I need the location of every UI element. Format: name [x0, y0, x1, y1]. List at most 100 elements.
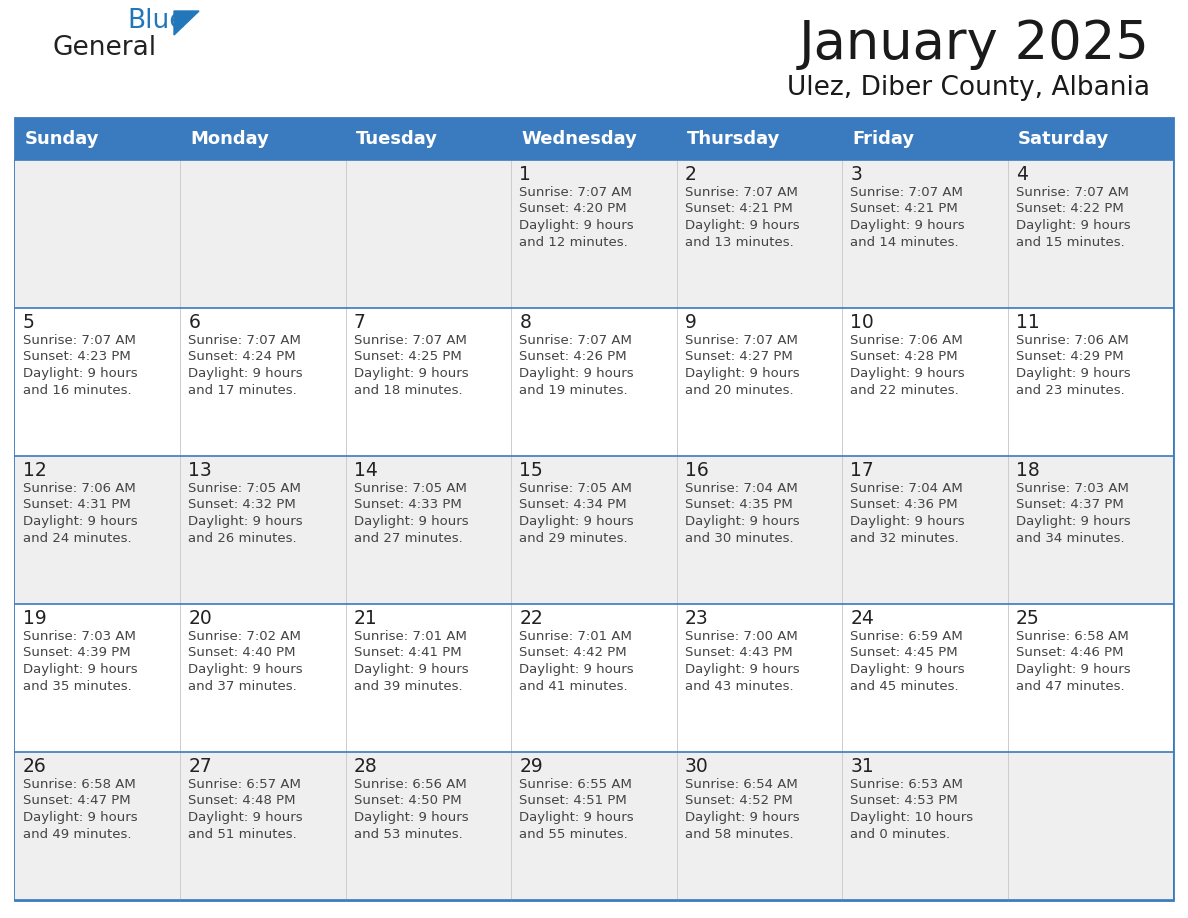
Text: Sunrise: 7:07 AM: Sunrise: 7:07 AM [684, 186, 797, 199]
Text: Daylight: 9 hours: Daylight: 9 hours [189, 515, 303, 528]
Text: Daylight: 9 hours: Daylight: 9 hours [354, 515, 468, 528]
Text: and 29 minutes.: and 29 minutes. [519, 532, 628, 544]
Text: and 22 minutes.: and 22 minutes. [851, 384, 959, 397]
Text: 12: 12 [23, 461, 46, 480]
Text: Daylight: 9 hours: Daylight: 9 hours [519, 219, 634, 232]
Text: Sunset: 4:39 PM: Sunset: 4:39 PM [23, 646, 131, 659]
Text: Sunrise: 7:07 AM: Sunrise: 7:07 AM [354, 334, 467, 347]
Text: Sunrise: 7:07 AM: Sunrise: 7:07 AM [23, 334, 135, 347]
Text: 22: 22 [519, 609, 543, 628]
FancyBboxPatch shape [15, 160, 1173, 308]
Polygon shape [173, 11, 200, 35]
Text: 24: 24 [851, 609, 874, 628]
Text: Sunset: 4:40 PM: Sunset: 4:40 PM [189, 646, 296, 659]
Text: and 16 minutes.: and 16 minutes. [23, 384, 132, 397]
Text: 11: 11 [1016, 313, 1040, 332]
Text: Daylight: 9 hours: Daylight: 9 hours [1016, 367, 1130, 380]
Text: and 45 minutes.: and 45 minutes. [851, 679, 959, 692]
Text: Sunset: 4:45 PM: Sunset: 4:45 PM [851, 646, 958, 659]
Text: Sunset: 4:26 PM: Sunset: 4:26 PM [519, 351, 627, 364]
Text: General: General [52, 35, 156, 61]
Text: 14: 14 [354, 461, 378, 480]
Text: and 35 minutes.: and 35 minutes. [23, 679, 132, 692]
Text: Daylight: 9 hours: Daylight: 9 hours [1016, 219, 1130, 232]
Text: Daylight: 10 hours: Daylight: 10 hours [851, 811, 973, 824]
Text: Daylight: 9 hours: Daylight: 9 hours [189, 663, 303, 676]
Text: and 0 minutes.: and 0 minutes. [851, 827, 950, 841]
Text: Daylight: 9 hours: Daylight: 9 hours [684, 663, 800, 676]
Text: Sunset: 4:43 PM: Sunset: 4:43 PM [684, 646, 792, 659]
Text: Sunset: 4:33 PM: Sunset: 4:33 PM [354, 498, 462, 511]
Text: Wednesday: Wednesday [522, 130, 637, 148]
Text: Daylight: 9 hours: Daylight: 9 hours [1016, 515, 1130, 528]
Text: Sunrise: 7:04 AM: Sunrise: 7:04 AM [684, 482, 797, 495]
Text: Daylight: 9 hours: Daylight: 9 hours [354, 811, 468, 824]
FancyBboxPatch shape [15, 604, 1173, 752]
Text: Sunrise: 7:07 AM: Sunrise: 7:07 AM [851, 186, 963, 199]
Text: Sunset: 4:48 PM: Sunset: 4:48 PM [189, 794, 296, 808]
Text: Sunrise: 7:04 AM: Sunrise: 7:04 AM [851, 482, 963, 495]
Text: 23: 23 [684, 609, 708, 628]
Text: Tuesday: Tuesday [356, 130, 438, 148]
Text: Sunset: 4:34 PM: Sunset: 4:34 PM [519, 498, 627, 511]
Text: 28: 28 [354, 757, 378, 776]
Text: and 41 minutes.: and 41 minutes. [519, 679, 628, 692]
Text: Sunrise: 7:05 AM: Sunrise: 7:05 AM [519, 482, 632, 495]
Text: Daylight: 9 hours: Daylight: 9 hours [684, 367, 800, 380]
Text: Daylight: 9 hours: Daylight: 9 hours [684, 811, 800, 824]
Text: Sunday: Sunday [25, 130, 100, 148]
Text: Daylight: 9 hours: Daylight: 9 hours [519, 367, 634, 380]
Text: and 17 minutes.: and 17 minutes. [189, 384, 297, 397]
Text: Sunset: 4:23 PM: Sunset: 4:23 PM [23, 351, 131, 364]
Text: Daylight: 9 hours: Daylight: 9 hours [851, 367, 965, 380]
Text: 26: 26 [23, 757, 46, 776]
Text: Sunset: 4:27 PM: Sunset: 4:27 PM [684, 351, 792, 364]
Text: Daylight: 9 hours: Daylight: 9 hours [851, 219, 965, 232]
Text: Sunset: 4:36 PM: Sunset: 4:36 PM [851, 498, 958, 511]
Text: Sunset: 4:37 PM: Sunset: 4:37 PM [1016, 498, 1124, 511]
FancyBboxPatch shape [15, 118, 1173, 160]
Text: and 18 minutes.: and 18 minutes. [354, 384, 462, 397]
Text: 25: 25 [1016, 609, 1040, 628]
Text: and 43 minutes.: and 43 minutes. [684, 679, 794, 692]
Text: and 19 minutes.: and 19 minutes. [519, 384, 628, 397]
Text: Daylight: 9 hours: Daylight: 9 hours [23, 663, 138, 676]
Text: Sunset: 4:29 PM: Sunset: 4:29 PM [1016, 351, 1123, 364]
Text: and 24 minutes.: and 24 minutes. [23, 532, 132, 544]
Text: Sunset: 4:47 PM: Sunset: 4:47 PM [23, 794, 131, 808]
Text: and 30 minutes.: and 30 minutes. [684, 532, 794, 544]
Text: Sunset: 4:51 PM: Sunset: 4:51 PM [519, 794, 627, 808]
Text: Sunset: 4:31 PM: Sunset: 4:31 PM [23, 498, 131, 511]
Text: Sunrise: 6:53 AM: Sunrise: 6:53 AM [851, 778, 963, 791]
Text: Daylight: 9 hours: Daylight: 9 hours [519, 515, 634, 528]
Text: 7: 7 [354, 313, 366, 332]
Text: Friday: Friday [852, 130, 915, 148]
Text: Daylight: 9 hours: Daylight: 9 hours [23, 811, 138, 824]
Text: and 23 minutes.: and 23 minutes. [1016, 384, 1124, 397]
Text: Daylight: 9 hours: Daylight: 9 hours [684, 515, 800, 528]
Text: Sunrise: 7:00 AM: Sunrise: 7:00 AM [684, 630, 797, 643]
Text: Daylight: 9 hours: Daylight: 9 hours [23, 515, 138, 528]
Text: Daylight: 9 hours: Daylight: 9 hours [851, 663, 965, 676]
Text: 21: 21 [354, 609, 378, 628]
Text: Sunrise: 7:07 AM: Sunrise: 7:07 AM [189, 334, 302, 347]
Text: Sunrise: 7:06 AM: Sunrise: 7:06 AM [851, 334, 963, 347]
Text: Sunrise: 7:06 AM: Sunrise: 7:06 AM [1016, 334, 1129, 347]
Text: Sunset: 4:53 PM: Sunset: 4:53 PM [851, 794, 958, 808]
Text: and 53 minutes.: and 53 minutes. [354, 827, 462, 841]
Text: and 13 minutes.: and 13 minutes. [684, 236, 794, 249]
Text: Sunrise: 7:05 AM: Sunrise: 7:05 AM [354, 482, 467, 495]
Text: Daylight: 9 hours: Daylight: 9 hours [189, 811, 303, 824]
Text: Sunrise: 7:07 AM: Sunrise: 7:07 AM [1016, 186, 1129, 199]
Text: and 55 minutes.: and 55 minutes. [519, 827, 628, 841]
Text: 13: 13 [189, 461, 213, 480]
Text: Sunset: 4:50 PM: Sunset: 4:50 PM [354, 794, 461, 808]
Text: and 20 minutes.: and 20 minutes. [684, 384, 794, 397]
Text: Daylight: 9 hours: Daylight: 9 hours [23, 367, 138, 380]
Text: Sunset: 4:35 PM: Sunset: 4:35 PM [684, 498, 792, 511]
Text: Daylight: 9 hours: Daylight: 9 hours [519, 663, 634, 676]
Text: 8: 8 [519, 313, 531, 332]
Text: Sunrise: 6:58 AM: Sunrise: 6:58 AM [23, 778, 135, 791]
Text: Sunrise: 7:05 AM: Sunrise: 7:05 AM [189, 482, 302, 495]
Text: Sunset: 4:32 PM: Sunset: 4:32 PM [189, 498, 296, 511]
